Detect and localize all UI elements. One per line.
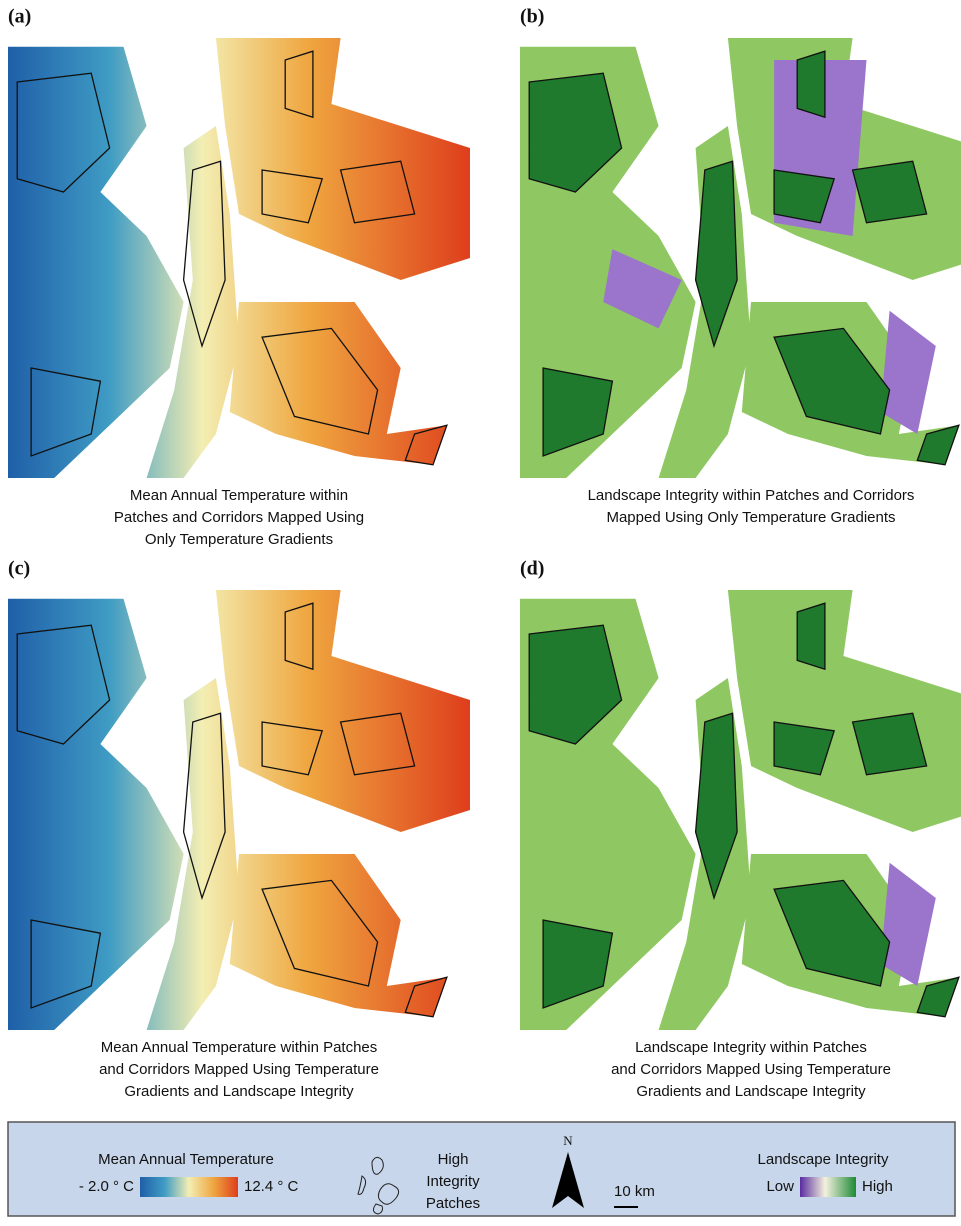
legend-patches: Patches	[426, 1195, 480, 1212]
legend-box	[8, 1122, 955, 1216]
panel-caption: Mean Annual Temperature within	[130, 487, 348, 504]
panel-caption: Landscape Integrity within Patches	[635, 1039, 867, 1056]
north-label: N	[563, 1133, 573, 1148]
temperature-bar	[140, 1177, 238, 1197]
figure: (a) Mean Annual Temperature within Patches…	[0, 0, 961, 1221]
corridor-area	[230, 854, 447, 1017]
panel-label: (c)	[8, 558, 30, 580]
low-integrity-area	[880, 863, 935, 986]
integrity-bar	[800, 1177, 856, 1197]
corridor-area	[8, 599, 184, 1030]
legend-title: Landscape Integrity	[758, 1151, 889, 1168]
panel-label: (b)	[520, 6, 544, 28]
panel-caption: and Corridors Mapped Using Temperature	[99, 1061, 379, 1078]
corridor-area	[216, 38, 470, 280]
map-panel	[8, 38, 470, 478]
legend-max: 12.4 ° C	[244, 1178, 299, 1195]
panel-label: (d)	[520, 558, 544, 580]
panels: (a) Mean Annual Temperature within Patches…	[8, 6, 961, 1100]
legend-title: Mean Annual Temperature	[98, 1151, 274, 1168]
legend-high: High	[862, 1178, 893, 1195]
panel-caption: Gradients and Landscape Integrity	[636, 1083, 866, 1100]
corridor-area	[230, 302, 447, 465]
panel-caption: and Corridors Mapped Using Temperature	[611, 1061, 891, 1078]
legend: Mean Annual Temperature - 2.0 ° C 12.4 °…	[8, 1122, 955, 1216]
corridor-area	[216, 590, 470, 832]
patch-outline	[853, 713, 927, 775]
legend-patches: High	[438, 1151, 469, 1168]
scale-label: 10 km	[614, 1183, 655, 1200]
map-panel	[520, 590, 961, 1030]
low-integrity-area	[880, 311, 935, 434]
panel-caption: Landscape Integrity within Patches and C…	[588, 487, 915, 504]
panel-caption: Gradients and Landscape Integrity	[124, 1083, 354, 1100]
corridor-area	[728, 590, 961, 832]
patch-outline	[797, 603, 825, 669]
legend-low: Low	[766, 1178, 794, 1195]
panel-caption: Patches and Corridors Mapped Using	[114, 509, 364, 526]
panel-caption: Mapped Using Only Temperature Gradients	[606, 509, 895, 526]
legend-patches: Integrity	[426, 1173, 480, 1190]
patch-outline	[797, 51, 825, 117]
panel-label: (a)	[8, 6, 31, 28]
map-panel	[520, 38, 961, 478]
panel-caption: Only Temperature Gradients	[145, 531, 333, 548]
corridor-area	[8, 47, 184, 478]
patch-outline	[853, 161, 927, 223]
map-panel	[8, 590, 470, 1030]
legend-min: - 2.0 ° C	[79, 1178, 134, 1195]
panel-caption: Mean Annual Temperature within Patches	[101, 1039, 378, 1056]
